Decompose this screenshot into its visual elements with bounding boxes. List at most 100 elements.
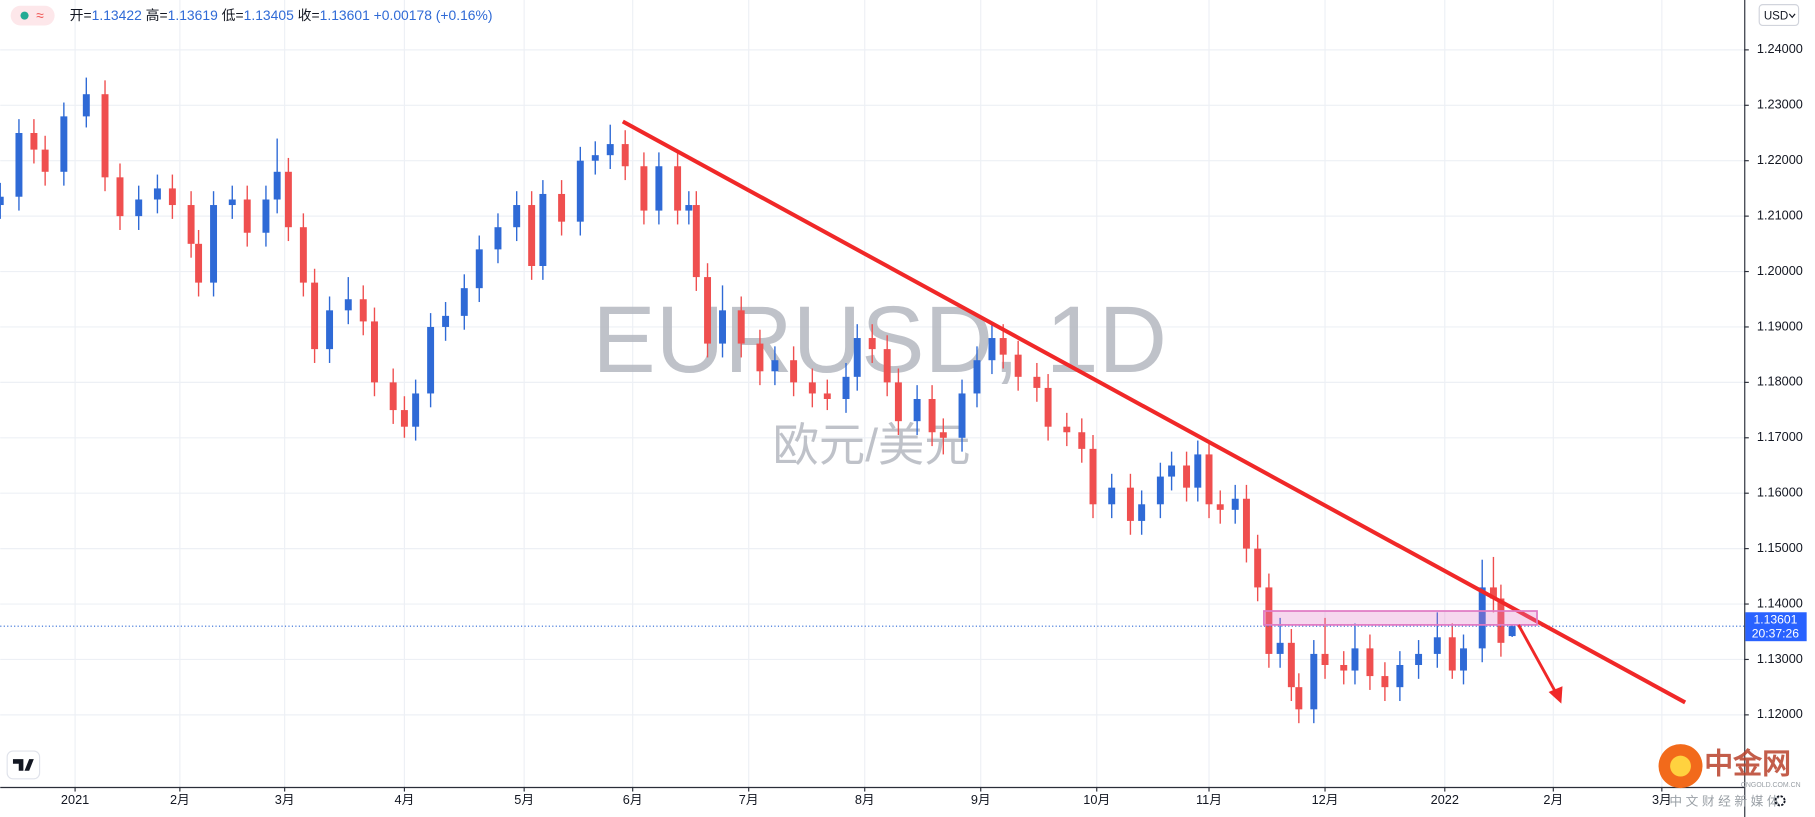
candle-body [460,288,468,316]
candle-body [973,360,981,394]
candle-body [737,310,745,344]
candle-body [116,177,124,217]
candle-body [494,227,502,250]
candle-body [1295,687,1303,710]
candle-body [262,199,270,233]
candle-body [1321,653,1329,665]
candle-body [928,398,936,433]
x-tick-label: 2月 [1543,792,1563,807]
status-icon: ≈ [36,7,44,23]
candle-body [442,315,450,327]
tv-logo [12,759,34,771]
candle-body [1044,387,1052,427]
candle-body [41,149,49,172]
candle-body [640,166,648,211]
candle-body [195,243,203,283]
candle-body [371,321,378,383]
currency-button[interactable] [1758,4,1800,27]
candle-body [427,326,435,394]
candle-body [853,338,861,377]
candle-body [958,393,966,438]
grid-layer [0,0,1745,787]
axes-layer: 1.12000 1.13000 1.14000 1.15000 1.16000 1.170… [61,41,1807,807]
brand-url: CNGOLD.COM.CN [1741,782,1801,789]
y-tick-label: 1.20000 [1757,263,1803,278]
countdown-label: 20:37:26 [1752,626,1800,640]
candle-body [539,193,547,266]
candle-body [311,282,319,350]
currency-label: USD [1764,10,1788,22]
x-tick-label: 3月 [1652,792,1672,807]
candle-body [558,193,566,222]
x-tick-label: 2021 [61,792,89,807]
candle-body [1183,465,1191,488]
resistance-zone [1263,610,1538,626]
y-tick-label: 1.22000 [1757,152,1803,167]
watermark-subtitle: 欧元/美元 [773,419,971,471]
candle-body [1381,676,1389,688]
candle-body [790,360,798,383]
candle-body [1126,487,1134,521]
candle-body [576,160,584,222]
candle-body [168,188,176,206]
settings-icon[interactable] [1774,795,1786,807]
y-tick-label: 1.18000 [1757,374,1803,389]
watermark-title: EURUSD, 1D [592,287,1167,393]
brand-slogan: 中 文 财 经 新 媒 体 [1669,793,1780,808]
candle-body [1310,653,1318,710]
y-tick-label: 1.21000 [1757,207,1803,222]
y-tick-label: 1.17000 [1757,429,1803,444]
candle-body [704,277,712,344]
currency-caret [1788,13,1796,19]
close-value: 1.13601 [320,7,370,23]
high-value: 1.13619 [168,7,218,23]
candle-body [756,343,764,372]
trend-line [621,119,1687,705]
candle-body [1089,448,1097,505]
x-tick-label: 7月 [739,792,759,807]
y-tick-label: 1.12000 [1757,706,1803,721]
candle-body [1063,426,1071,433]
candle-body [842,376,850,399]
candle-body [1497,598,1505,643]
candle-body [1396,664,1404,688]
y-tick-label: 1.19000 [1757,318,1803,333]
candle-body [1265,587,1273,654]
candle-body [1014,354,1022,377]
candle-body [299,227,307,283]
candle-body [894,382,902,422]
x-tick-label: 11月 [1196,792,1222,807]
y-tick-label: 1.23000 [1757,97,1803,112]
candle-body [412,393,420,427]
candle-body [60,116,68,172]
candle-body [1078,432,1086,449]
candle-body [101,94,109,178]
candle-body [528,205,536,266]
candles [0,77,1745,724]
candle-body [1460,648,1467,671]
candle-body [655,166,663,211]
close-label: 收= [298,7,320,23]
candle-body [210,205,218,283]
candle-body [1216,504,1224,510]
candle-body [326,310,334,350]
last-price-tag [1745,612,1807,642]
candle-body [1033,376,1041,388]
x-tick-label: 12月 [1312,792,1339,807]
candle-body [284,171,292,228]
candle-body [1287,642,1295,688]
x-tick-label: 9月 [971,792,991,807]
candle-body [692,205,700,278]
arrow-shaft [1517,624,1557,693]
candle-body [1276,642,1284,654]
status-pill[interactable] [10,5,55,26]
candle-body [988,338,996,361]
low-label: 低= [222,7,244,23]
candle-body [999,338,1007,355]
brand-name: 中金网 [1704,748,1791,781]
candle-body [1478,587,1486,649]
candle-body [621,144,629,167]
candle-body [475,249,483,289]
